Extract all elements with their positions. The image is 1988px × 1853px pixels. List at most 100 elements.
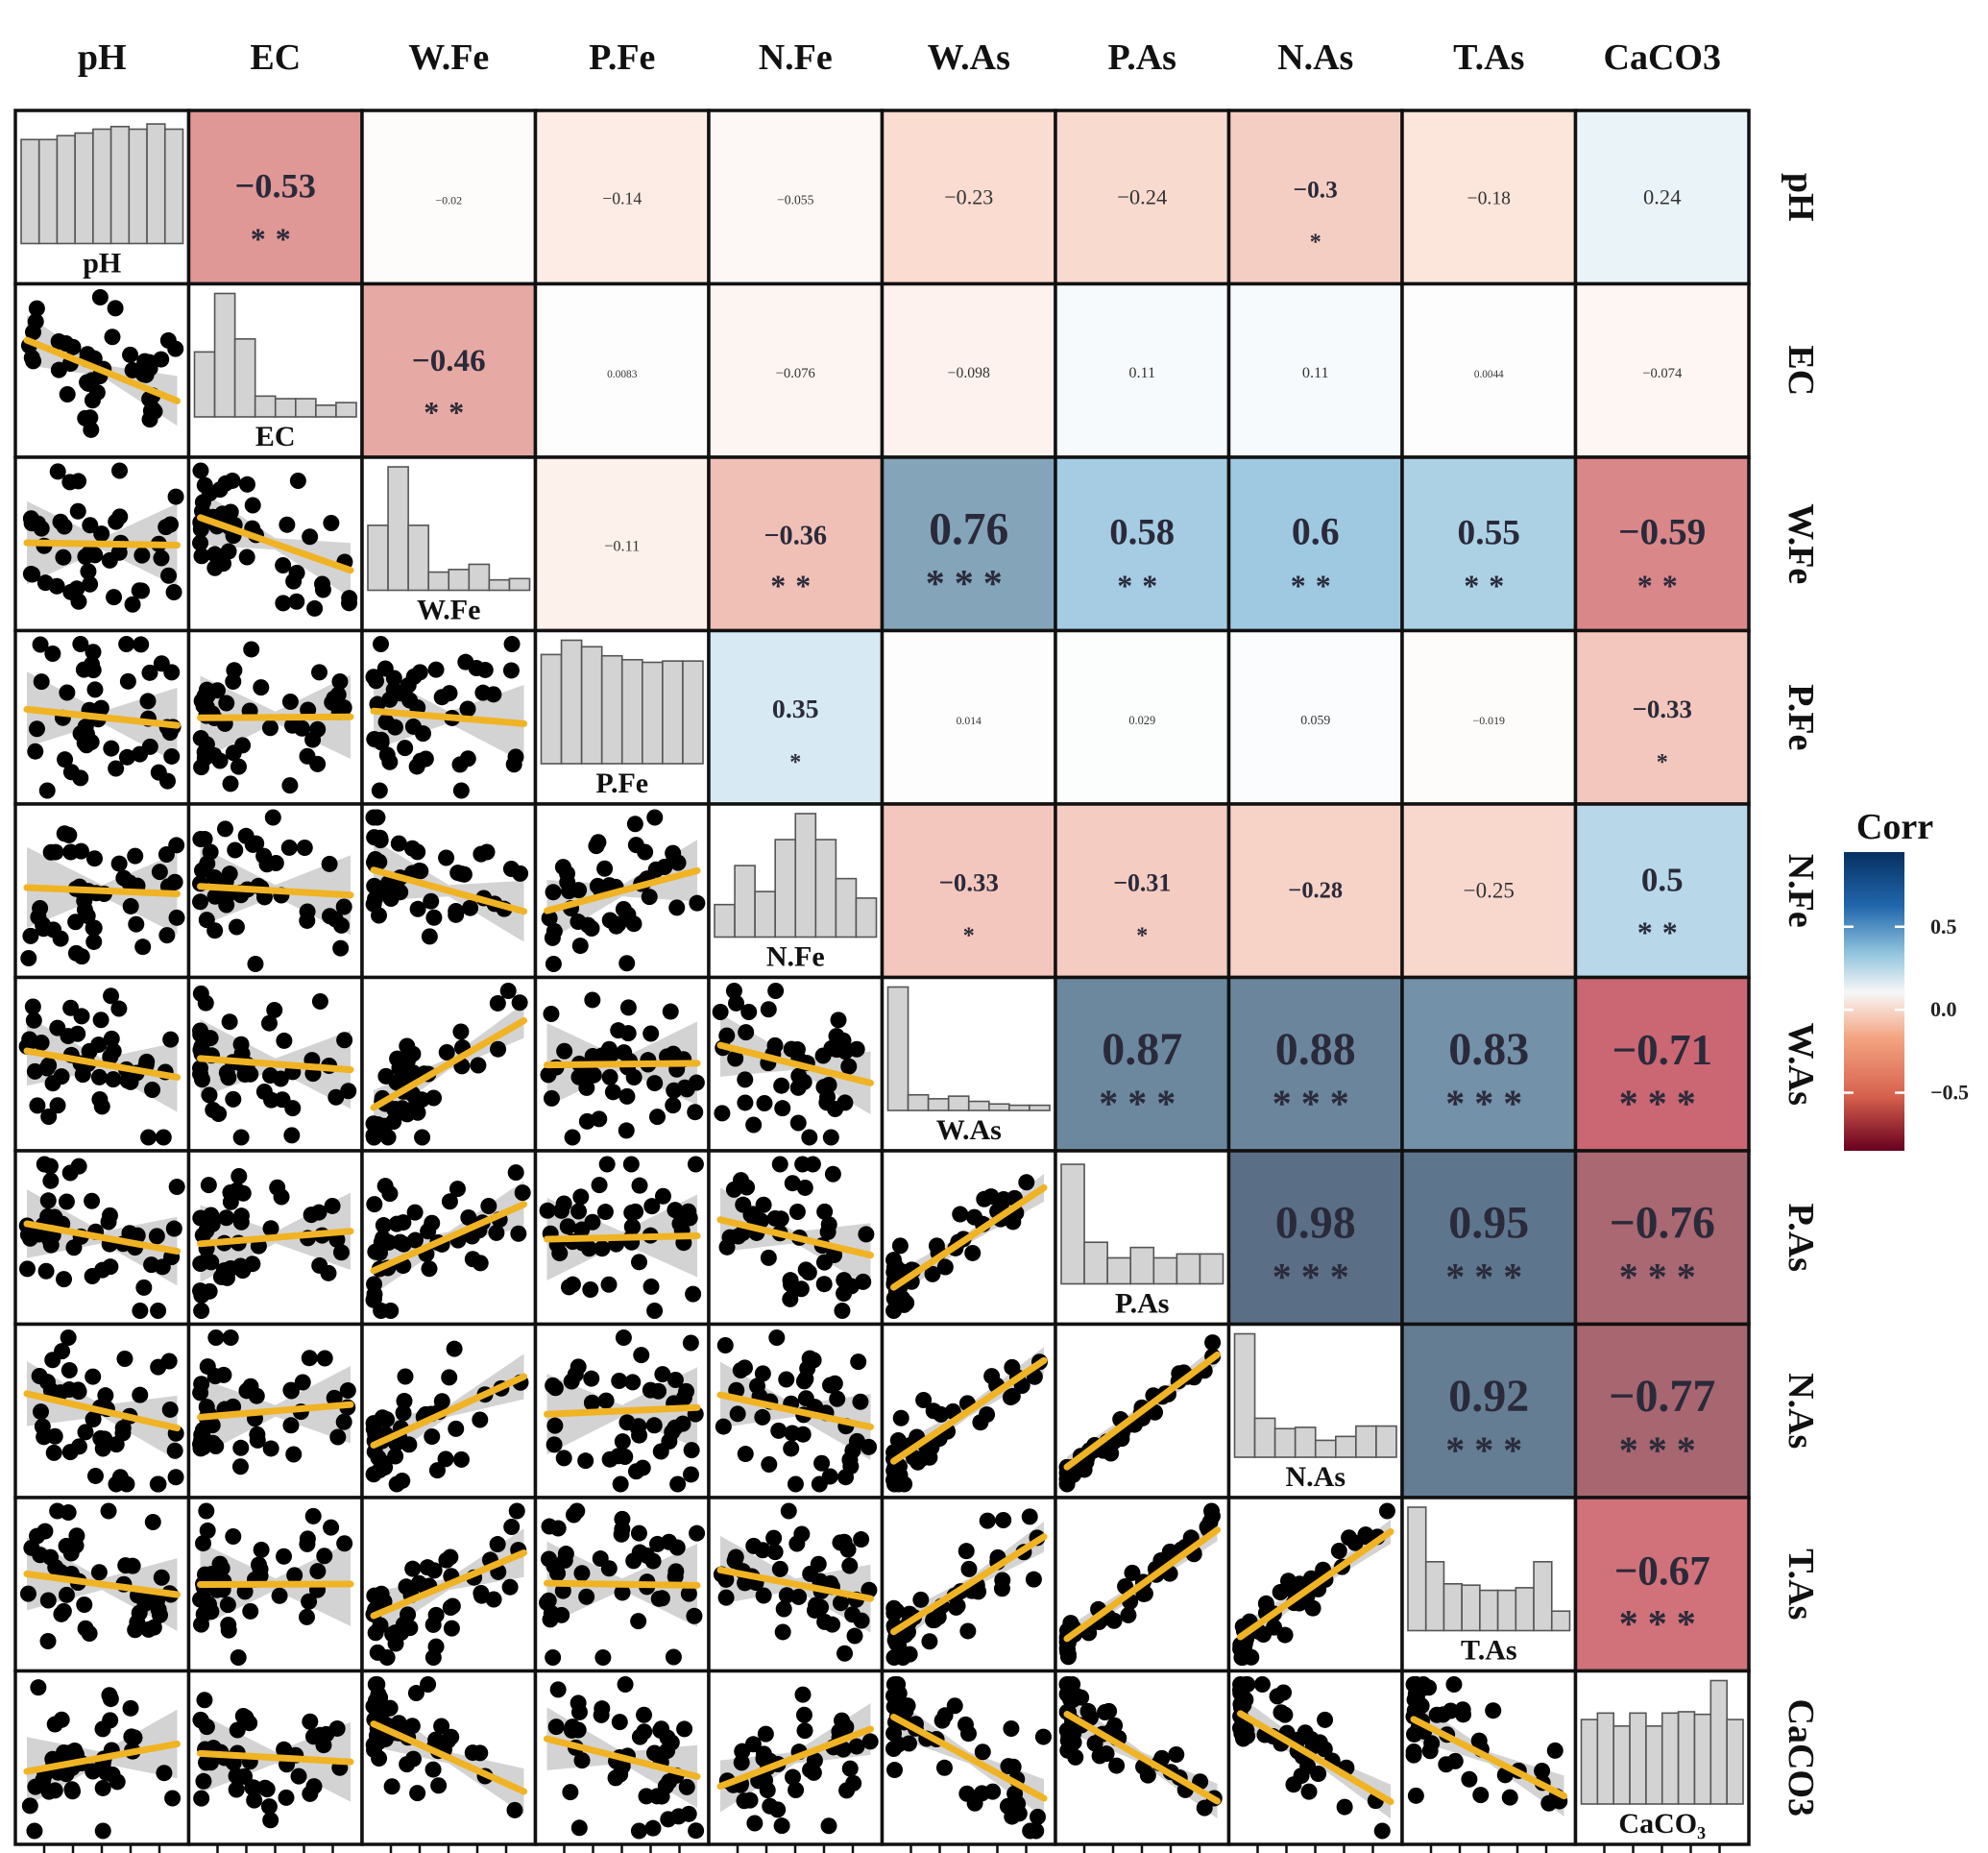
data-point [34,1418,51,1435]
data-point [377,714,395,731]
data-point [614,1510,631,1527]
data-point [301,1593,318,1610]
data-point [261,719,279,737]
fit-line [23,336,181,404]
column-label-ph: pH [78,37,127,78]
data-point [618,1087,636,1105]
cell-caco3-ec [186,1669,364,1846]
data-point [754,1365,771,1382]
hist-bar [988,1103,1010,1111]
data-point [167,1469,184,1486]
data-point [446,1340,463,1357]
data-point [1373,1822,1391,1840]
corr-tile [362,283,536,457]
data-point [365,1127,382,1144]
fit-line [716,1566,874,1602]
data-point [948,1598,965,1616]
hist-bar [1008,1104,1030,1111]
data-point [283,1127,301,1144]
fit-line [890,1533,1048,1636]
data-point [144,1082,161,1099]
significance-stars: *** [926,561,1012,604]
data-point [196,1692,213,1709]
data-point [397,740,414,757]
cell-t-as-n-fe [707,1496,885,1673]
data-point [796,1179,813,1196]
data-point [663,1734,680,1751]
data-point [578,1112,595,1130]
data-point [400,1436,418,1453]
data-point [30,909,47,926]
data-point [822,1377,839,1394]
corr-tile [1402,457,1576,631]
data-point [653,1590,670,1607]
data-point [192,1065,209,1083]
data-point [104,329,121,346]
data-point [761,1455,778,1473]
cell-ph-t-as: −0.18 [1400,109,1578,286]
data-point [545,884,562,901]
hist-bar [315,404,337,418]
data-point [784,1175,801,1192]
data-point [485,686,502,703]
data-point [427,1638,445,1655]
data-point [900,1735,917,1752]
column-label-t-as: T.As [1453,37,1524,78]
data-point [50,361,67,378]
cell-t-as-w-fe [360,1496,538,1673]
data-point [199,1358,216,1376]
data-point [304,1728,322,1745]
data-point [738,1024,755,1041]
data-point [341,595,358,612]
hist-bar [427,571,450,592]
data-point [53,1068,70,1085]
data-point [78,737,95,754]
corr-tile [1228,630,1402,804]
data-point [739,1179,756,1196]
corr-tile [1228,1151,1402,1325]
data-point [397,1368,414,1385]
data-point [367,1243,384,1260]
row-label-ec: EC [1781,345,1821,396]
data-point [646,809,664,826]
data-point [61,1361,78,1378]
data-point [229,1721,246,1739]
data-point [150,1475,167,1493]
data-point [216,820,233,838]
data-point [101,551,118,569]
corr-value: −0.67 [1614,1548,1710,1594]
data-point [594,1649,612,1666]
data-point [824,1616,841,1633]
data-point [578,1588,595,1605]
data-point [490,1040,507,1058]
data-point [105,1071,122,1088]
data-point [596,1204,614,1221]
cell-p-as-n-fe [707,1149,885,1327]
data-point [23,515,40,532]
corr-value: −0.019 [1472,714,1505,727]
data-point [82,575,99,593]
data-point [58,1537,75,1554]
data-point [591,1177,608,1194]
data-point [643,1198,661,1215]
row-labels: pH EC W.Fe P.Fe N.Fe W.As P.As N.As T.As CaCO3 [1781,173,1821,1816]
corr-value: −0.076 [776,366,815,381]
data-point [1336,1798,1353,1816]
data-point [57,751,74,768]
data-point [744,1736,762,1753]
data-point [618,1414,636,1431]
hist-bar [74,132,94,245]
data-point [406,1204,424,1221]
data-point [299,1530,316,1548]
data-point [682,1466,699,1483]
data-point [134,939,152,956]
column-label-w-fe: W.Fe [408,37,489,78]
corr-value: 0.5 [1641,861,1684,898]
corr-value: −0.71 [1612,1026,1712,1074]
data-point [260,1798,278,1816]
data-point [29,1097,46,1114]
data-point [1269,1688,1286,1705]
fit-line [716,1041,874,1086]
data-point [886,1762,904,1779]
cell-t-as-p-as [1054,1496,1231,1673]
